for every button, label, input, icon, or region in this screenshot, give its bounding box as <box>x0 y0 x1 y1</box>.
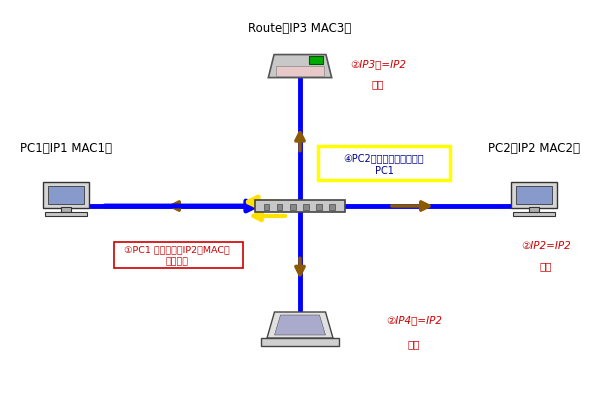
Bar <box>308 56 323 64</box>
Bar <box>275 66 325 76</box>
Bar <box>277 204 283 210</box>
Bar <box>512 212 556 216</box>
Bar <box>316 204 322 210</box>
Bar <box>290 204 296 210</box>
Polygon shape <box>275 315 325 335</box>
Polygon shape <box>267 312 333 338</box>
Bar <box>303 204 308 210</box>
Bar <box>329 204 335 210</box>
Text: 丢弃: 丢弃 <box>372 79 384 89</box>
Bar <box>114 242 243 268</box>
Bar <box>255 200 345 212</box>
Bar <box>264 204 269 210</box>
Text: PC1: PC1 <box>374 166 394 176</box>
Bar <box>44 212 88 216</box>
Bar <box>517 186 551 204</box>
Text: 址的信息: 址的信息 <box>166 257 188 266</box>
Text: ②IP4！=IP2: ②IP4！=IP2 <box>386 315 442 325</box>
Text: PC1（IP1 MAC1）: PC1（IP1 MAC1） <box>20 142 112 154</box>
Polygon shape <box>268 54 332 78</box>
Text: ①PC1 广播发送向IP2的MAC地: ①PC1 广播发送向IP2的MAC地 <box>124 246 230 254</box>
Polygon shape <box>261 338 339 346</box>
Text: ④PC2单播发送应答信息给: ④PC2单播发送应答信息给 <box>344 153 424 163</box>
Bar <box>511 182 557 208</box>
Bar <box>61 207 71 212</box>
Text: 接收: 接收 <box>540 261 552 271</box>
Text: ②IP2=IP2: ②IP2=IP2 <box>521 241 571 251</box>
Text: ②IP3！=IP2: ②IP3！=IP2 <box>350 59 406 69</box>
Bar <box>43 182 89 208</box>
Bar <box>318 146 450 180</box>
Text: Route（IP3 MAC3）: Route（IP3 MAC3） <box>248 22 352 34</box>
Bar <box>529 207 539 212</box>
Text: PC2（IP2 MAC2）: PC2（IP2 MAC2） <box>488 142 580 154</box>
Bar <box>49 186 83 204</box>
Text: 丢弃: 丢弃 <box>408 339 420 349</box>
